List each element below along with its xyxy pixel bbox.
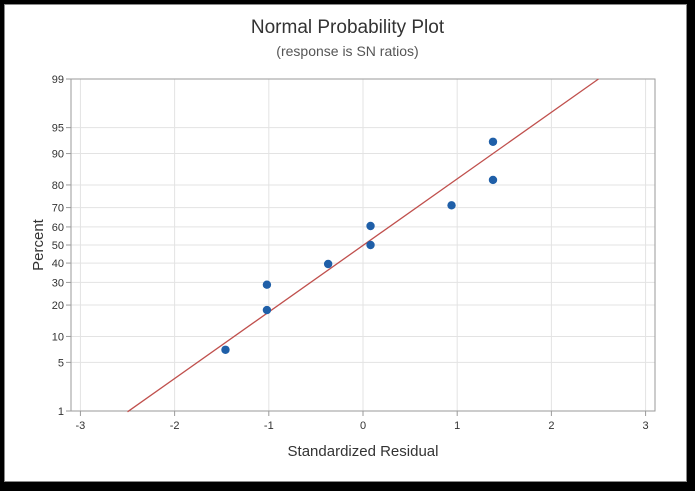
data-point <box>262 280 272 289</box>
y-tick-label: 1 <box>58 406 64 418</box>
data-point <box>488 137 498 146</box>
y-tick-label: 80 <box>52 180 64 192</box>
x-tick-label: -3 <box>76 420 86 432</box>
data-point <box>488 175 498 185</box>
chart-subtitle: (response is SN ratios) <box>276 43 419 59</box>
y-tick-label: 99 <box>52 74 64 86</box>
data-point <box>447 201 456 210</box>
y-tick-label: 10 <box>52 331 64 343</box>
y-axis-label: Percent <box>30 218 47 271</box>
x-tick-label: -2 <box>170 420 180 432</box>
data-point <box>221 345 230 354</box>
x-axis-label: Standardized Residual <box>288 443 439 460</box>
y-tick-label: 40 <box>52 258 64 270</box>
y-tick-label: 20 <box>52 300 64 312</box>
x-tick-label: 0 <box>360 420 366 432</box>
x-tick-label: 3 <box>643 420 649 432</box>
data-point <box>262 305 272 315</box>
fitted-line <box>127 78 599 413</box>
y-tick-label: 60 <box>52 222 64 234</box>
y-tick-label: 5 <box>58 357 64 369</box>
y-tick-label: 95 <box>52 123 64 135</box>
data-point <box>323 259 333 269</box>
x-tick-label: -1 <box>264 420 274 432</box>
chart-title: Normal Probability Plot <box>250 17 445 38</box>
chart-frame <box>4 4 687 482</box>
data-point <box>366 221 375 231</box>
data-point <box>366 240 375 250</box>
x-tick-label: 1 <box>454 420 460 432</box>
x-tick-label: 2 <box>548 420 554 432</box>
y-tick-label: 50 <box>52 240 64 252</box>
y-tick-label: 30 <box>52 277 64 289</box>
y-tick-label: 90 <box>52 149 64 161</box>
y-tick-label: 70 <box>52 203 64 215</box>
